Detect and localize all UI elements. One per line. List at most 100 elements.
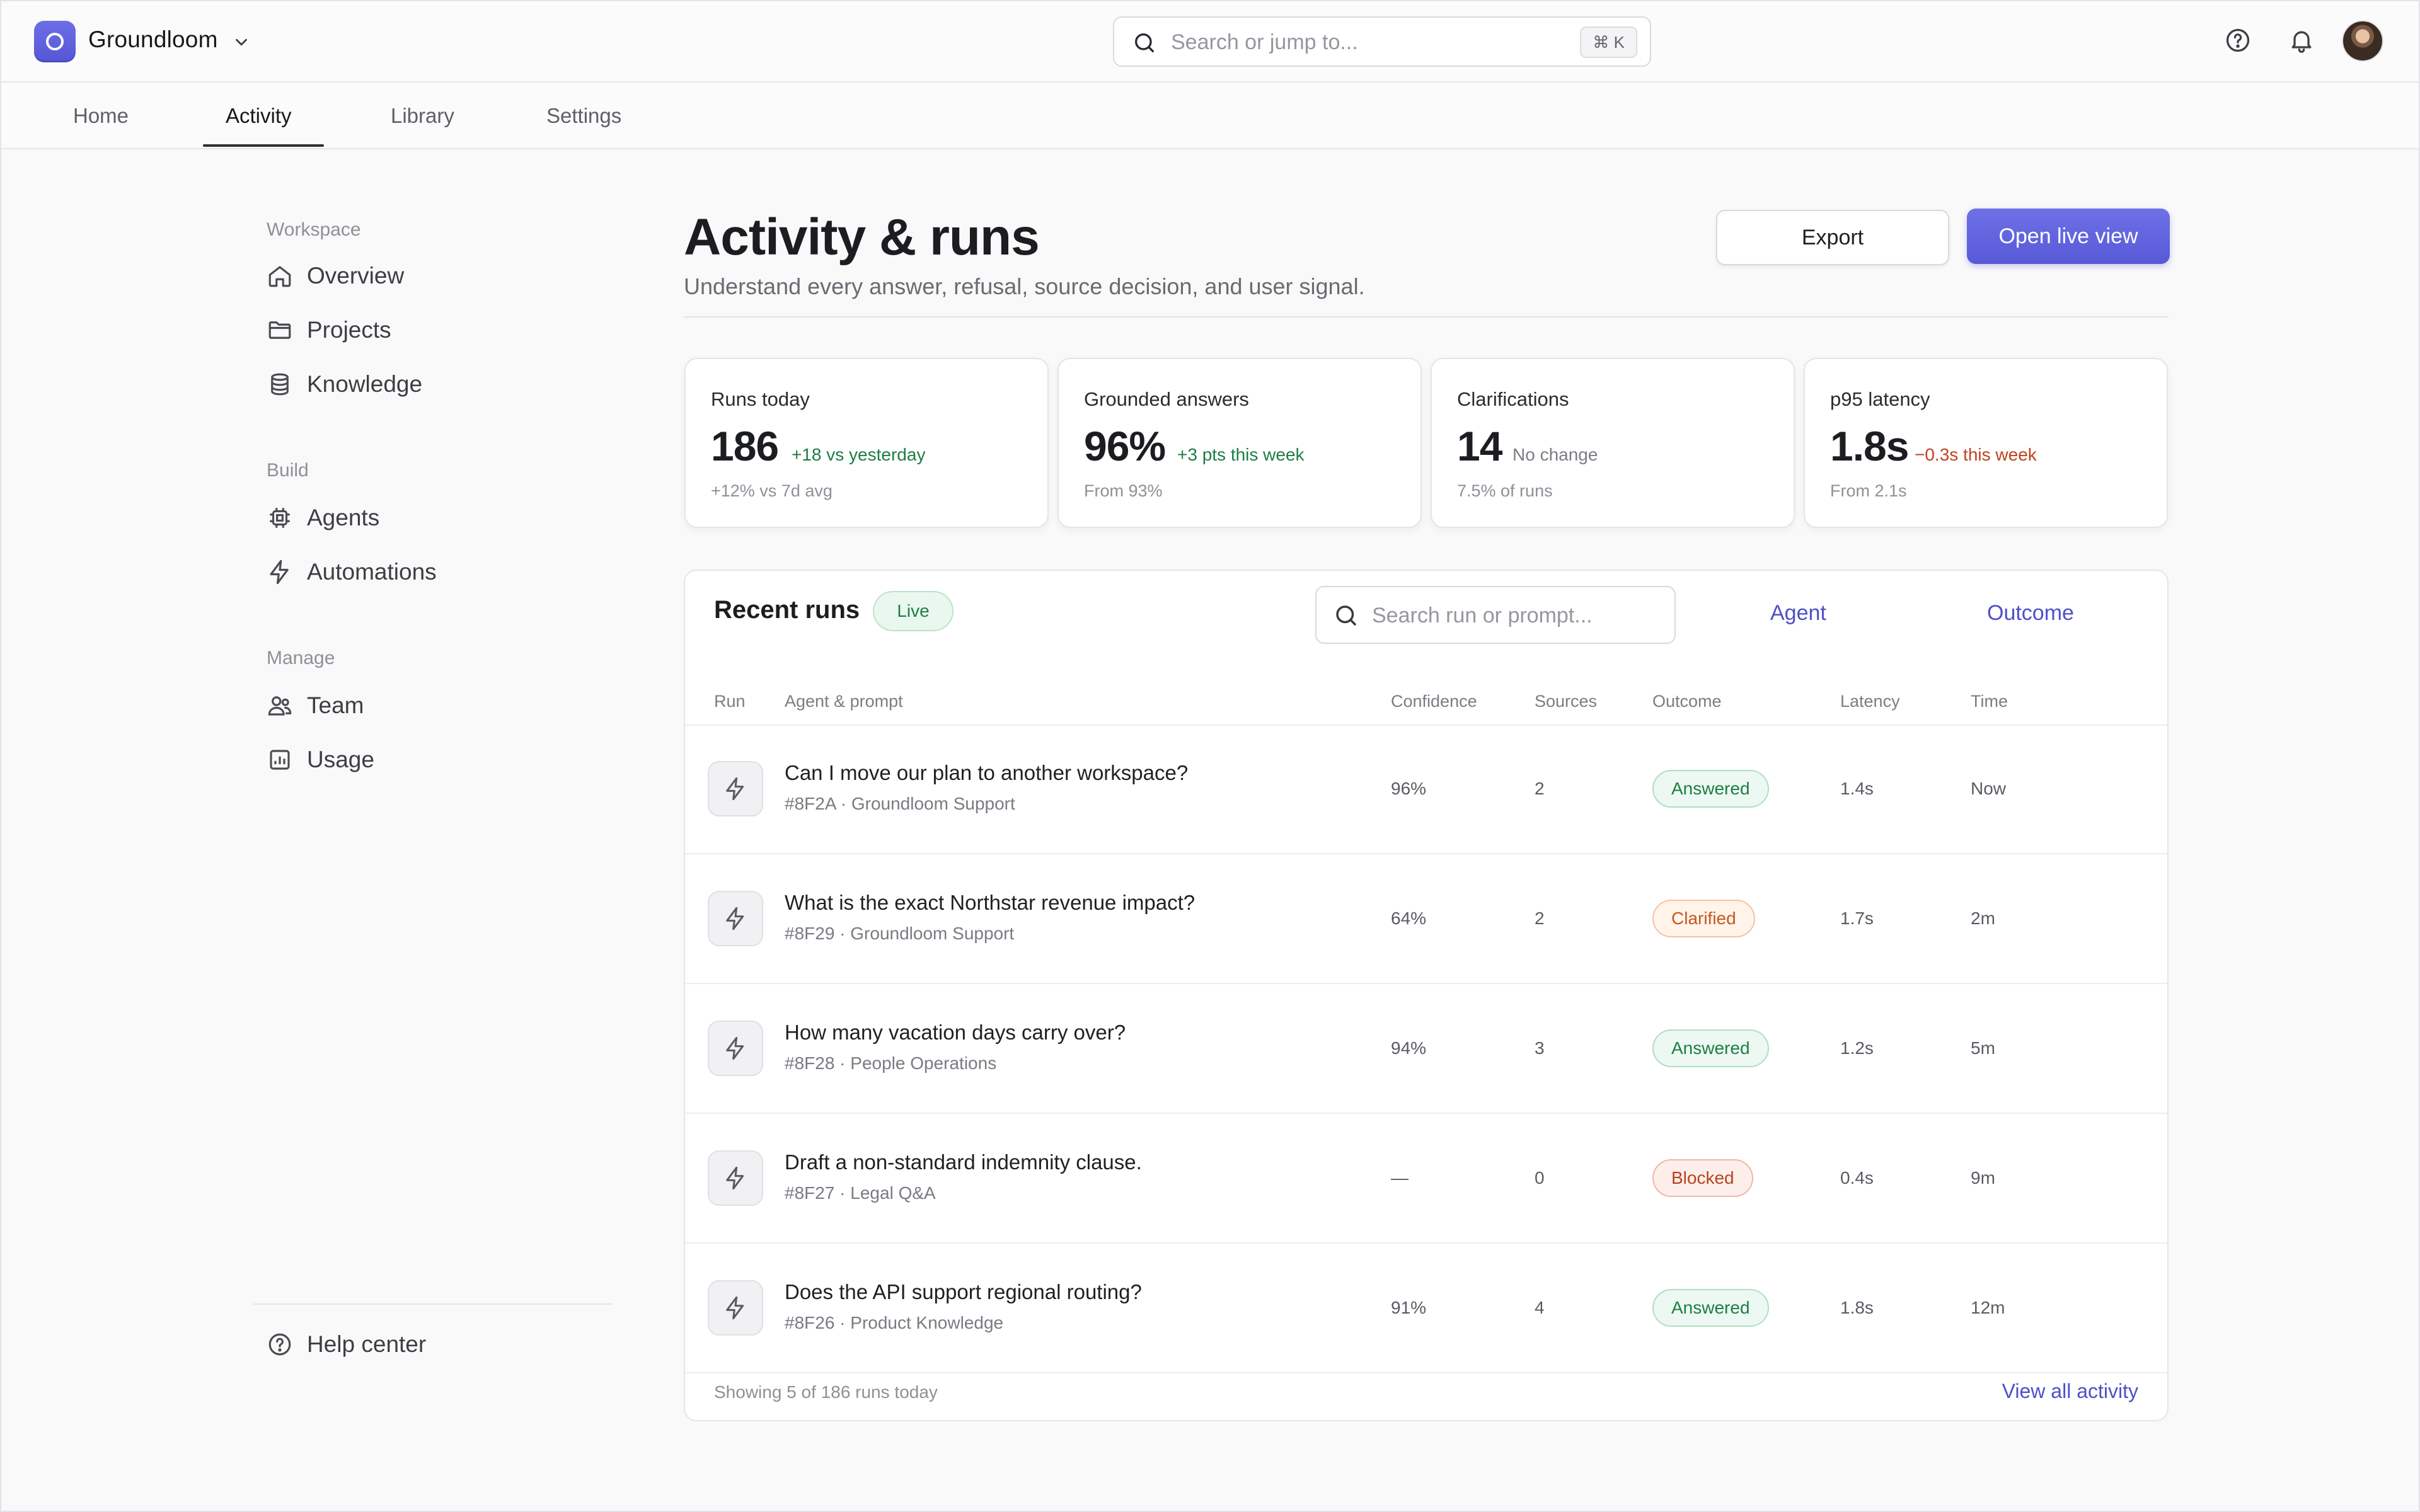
- open-live-view-button[interactable]: Open live view: [1967, 209, 2170, 264]
- sidebar-item-knowledge[interactable]: Knowledge: [267, 365, 422, 403]
- run-latency: 0.4s: [1840, 1168, 1874, 1188]
- recent-runs-panel: Recent runs Live Search run or prompt...…: [684, 570, 2169, 1421]
- stat-card-runs-today: Runs today 186 +18 vs yesterday +12% vs …: [684, 358, 1049, 528]
- run-latency: 1.4s: [1840, 779, 1874, 798]
- run-time: Now: [1971, 779, 2007, 798]
- stat-delta: +18 vs yesterday: [792, 445, 926, 464]
- run-meta: #8F27 · Legal Q&A: [785, 1183, 936, 1203]
- tab-settings[interactable]: Settings: [546, 104, 622, 127]
- status-badge: Answered: [1652, 1289, 1769, 1327]
- sidebar-item-label: Knowledge: [307, 371, 423, 397]
- search-placeholder: Search or jump to...: [1171, 30, 1358, 54]
- status-badge: Blocked: [1652, 1159, 1753, 1197]
- sidebar-group-workspace: Workspace: [267, 219, 361, 240]
- run-latency: 1.7s: [1840, 908, 1874, 928]
- table-row[interactable]: Can I move our plan to another workspace…: [685, 726, 2167, 854]
- sidebar-item-agents[interactable]: Agents: [267, 499, 379, 537]
- stat-card-grounded-answers: Grounded answers 96% +3 pts this week Fr…: [1057, 358, 1422, 528]
- status-badge: Answered: [1652, 1029, 1769, 1067]
- active-tab-indicator: [203, 144, 324, 147]
- sidebar-item-label: Team: [307, 692, 364, 718]
- database-icon: [267, 371, 293, 398]
- sidebar-item-label: Projects: [307, 317, 391, 343]
- app-logo[interactable]: [34, 21, 76, 62]
- stat-label: Runs today: [711, 388, 810, 410]
- users-icon: [267, 692, 293, 719]
- stat-value: 186: [711, 423, 779, 469]
- sidebar-item-usage[interactable]: Usage: [267, 741, 374, 779]
- avatar[interactable]: [2342, 20, 2383, 62]
- stat-footnote: From 93%: [1084, 481, 1163, 500]
- bolt-icon: [267, 559, 293, 585]
- bolt-icon: [708, 761, 763, 816]
- stat-label: Clarifications: [1457, 388, 1569, 410]
- sidebar-item-team[interactable]: Team: [267, 687, 364, 724]
- main-tabs: Home Activity Library Settings: [1, 84, 2419, 149]
- stat-delta: +3 pts this week: [1177, 445, 1305, 464]
- sidebar-item-label: Overview: [307, 263, 405, 289]
- stat-footnote: 7.5% of runs: [1457, 481, 1553, 500]
- run-prompt: What is the exact Northstar revenue impa…: [785, 891, 1196, 914]
- panel-title: Recent runs: [714, 596, 860, 624]
- status-badge: Clarified: [1652, 900, 1755, 937]
- run-confidence: 91%: [1391, 1298, 1427, 1317]
- help-icon[interactable]: [2224, 26, 2252, 54]
- table-row[interactable]: Draft a non-standard indemnity clause. #…: [685, 1115, 2167, 1244]
- stat-label: Grounded answers: [1084, 388, 1249, 410]
- search-placeholder: Search run or prompt...: [1372, 604, 1593, 627]
- run-latency: 1.8s: [1840, 1298, 1874, 1317]
- sidebar-item-help-center[interactable]: Help center: [267, 1326, 426, 1363]
- global-search-input[interactable]: Search or jump to... ⌘ K: [1113, 16, 1651, 67]
- home-icon: [267, 263, 293, 289]
- stat-value: 1.8s: [1830, 423, 1909, 469]
- bolt-icon: [708, 891, 763, 946]
- export-button[interactable]: Export: [1716, 210, 1949, 265]
- column-header: Sources: [1535, 692, 1598, 711]
- tab-home[interactable]: Home: [73, 104, 129, 127]
- help-circle-icon: [267, 1331, 293, 1358]
- sidebar-item-projects[interactable]: Projects: [267, 311, 391, 349]
- column-header: Time: [1971, 692, 2008, 711]
- run-sources: 2: [1535, 908, 1545, 928]
- tab-library[interactable]: Library: [391, 104, 454, 127]
- column-header: Agent & prompt: [785, 692, 903, 711]
- sidebar-item-automations[interactable]: Automations: [267, 553, 437, 591]
- run-prompt: Draft a non-standard indemnity clause.: [785, 1150, 1142, 1174]
- run-meta: #8F29 · Groundloom Support: [785, 924, 1015, 943]
- table-row[interactable]: What is the exact Northstar revenue impa…: [685, 856, 2167, 984]
- sidebar-item-label: Help center: [307, 1331, 427, 1357]
- search-icon: [1333, 602, 1359, 629]
- run-confidence: —: [1391, 1168, 1409, 1188]
- stat-footnote: From 2.1s: [1830, 481, 1907, 500]
- bolt-icon: [708, 1280, 763, 1336]
- top-bar: Groundloom Search or jump to... ⌘ K: [1, 1, 2419, 83]
- live-badge: Live: [873, 591, 954, 631]
- outcome-filter[interactable]: Outcome: [1987, 601, 2074, 625]
- column-header: Outcome: [1652, 692, 1722, 711]
- sidebar-item-overview[interactable]: Overview: [267, 257, 404, 295]
- table-row[interactable]: Does the API support regional routing? #…: [685, 1245, 2167, 1373]
- stat-delta: No change: [1512, 445, 1598, 464]
- sidebar-divider: [253, 1303, 613, 1305]
- status-badge: Answered: [1652, 770, 1769, 808]
- agent-filter[interactable]: Agent: [1770, 601, 1826, 625]
- bell-icon[interactable]: [2288, 26, 2315, 54]
- workspace-name[interactable]: Groundloom: [88, 26, 218, 52]
- run-confidence: 94%: [1391, 1038, 1427, 1058]
- stat-value: 14: [1457, 423, 1502, 469]
- sidebar-group-build: Build: [267, 460, 309, 481]
- page-title: Activity & runs: [684, 209, 1040, 266]
- shortcut-badge: ⌘ K: [1580, 26, 1637, 58]
- sidebar-item-label: Automations: [307, 559, 437, 585]
- run-search-input[interactable]: Search run or prompt...: [1315, 586, 1676, 644]
- chart-icon: [267, 747, 293, 773]
- run-prompt: How many vacation days carry over?: [785, 1021, 1126, 1044]
- table-row[interactable]: How many vacation days carry over? #8F28…: [685, 985, 2167, 1114]
- view-all-activity-link[interactable]: View all activity: [2002, 1380, 2138, 1402]
- run-time: 12m: [1971, 1298, 2005, 1317]
- run-meta: #8F2A · Groundloom Support: [785, 794, 1015, 813]
- tab-activity[interactable]: Activity: [226, 104, 292, 127]
- column-header: Confidence: [1391, 692, 1477, 711]
- stat-footnote: +12% vs 7d avg: [711, 481, 833, 500]
- chevron-down-icon[interactable]: [232, 33, 251, 52]
